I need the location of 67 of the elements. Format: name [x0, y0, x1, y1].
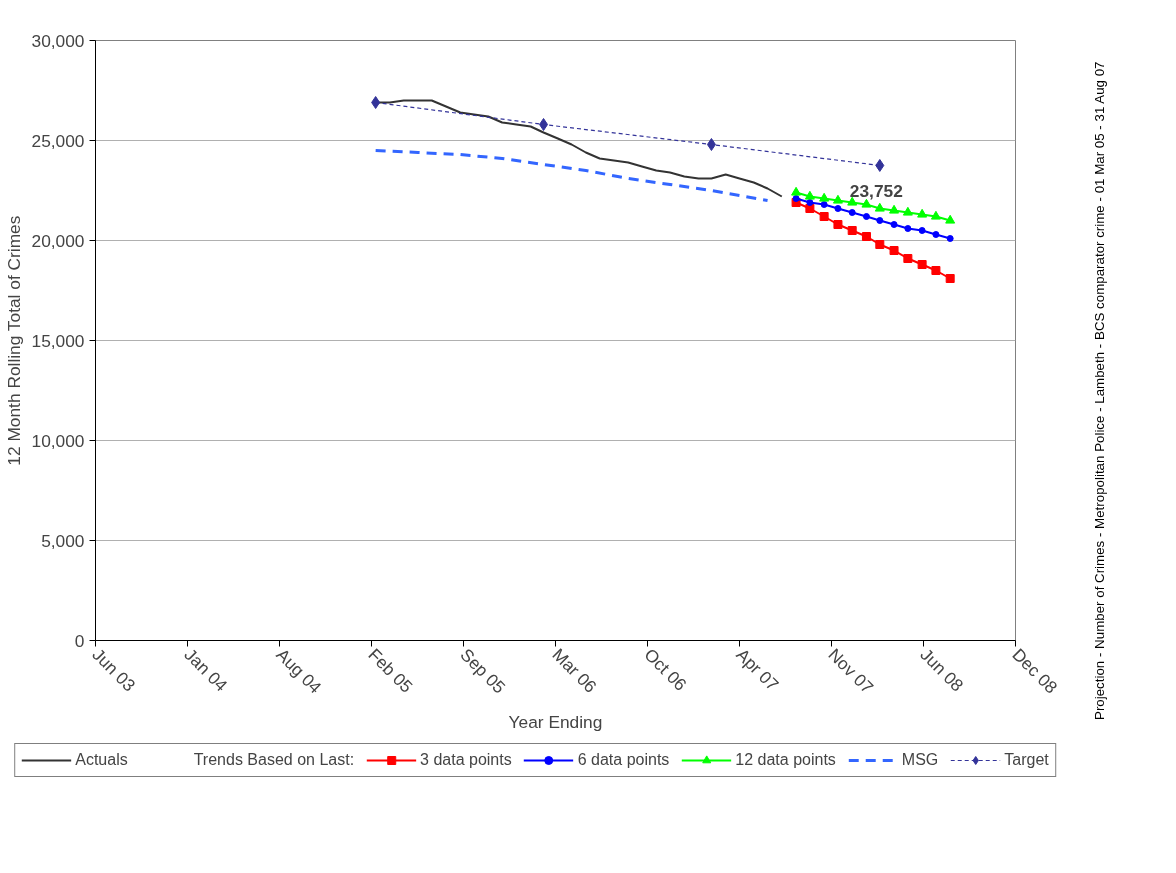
x-tick-label: Mar 06: [548, 644, 601, 697]
point: [875, 240, 885, 249]
point: [889, 246, 899, 255]
point: [820, 201, 828, 208]
point: [917, 208, 928, 218]
point: [875, 158, 885, 172]
legend-label: Target: [1004, 751, 1049, 769]
y-tick-label: 30,000: [31, 30, 85, 51]
point: [946, 235, 954, 242]
point: [945, 214, 956, 224]
annotation: 23,752: [849, 181, 903, 202]
x-tick-label: Jun 08: [916, 644, 968, 696]
point: [930, 210, 941, 220]
text: Projection - Number of Crimes - Metropolitan Police - Lambeth - BCS comparator crime - 01 Mar 05 - 31 Aug 07: [1091, 61, 1108, 720]
point: [805, 204, 815, 213]
x-tick-label: Apr 07: [732, 644, 783, 695]
y-tick-label: 5,000: [41, 530, 85, 551]
x-tick-label: Aug 04: [272, 644, 326, 698]
point: [539, 118, 549, 131]
y-tick-label: 20,000: [31, 230, 85, 251]
legend-label: Actuals: [75, 751, 128, 769]
x-tick-label: Feb 05: [364, 644, 417, 697]
point: [945, 274, 955, 283]
point: [832, 194, 843, 204]
point: [792, 195, 800, 202]
point: [806, 199, 814, 206]
y-tick-label: 25,000: [31, 130, 85, 151]
x-tick-label: Dec 08: [1008, 644, 1062, 698]
point: [833, 220, 843, 229]
point: [819, 212, 829, 221]
legend-label: 3 data points: [420, 751, 512, 769]
legend-label: 6 data points: [577, 751, 670, 769]
point: [804, 190, 815, 200]
point: [931, 266, 941, 275]
point: [904, 225, 912, 232]
point: [902, 206, 913, 216]
point: [918, 227, 926, 234]
point: [889, 204, 900, 214]
point: [848, 209, 856, 216]
x-tick-label: Sep 05: [456, 644, 510, 698]
point: [862, 213, 870, 220]
point: [847, 226, 857, 235]
point: [791, 186, 802, 196]
legend-label: 12 data points: [735, 751, 836, 769]
x-tick-label: Jan 04: [180, 644, 232, 696]
y-axis-title: 12 Month Rolling Total of Crimes: [3, 215, 24, 466]
point: [917, 260, 927, 269]
y-tick-label: 10,000: [31, 430, 85, 451]
legend-title: Trends Based on Last:: [193, 751, 355, 769]
point: [861, 232, 871, 241]
x-tick-label: Nov 07: [824, 644, 878, 698]
point: [874, 202, 885, 212]
line-series: [374, 149, 770, 202]
x-tick-label: Oct 06: [640, 644, 691, 695]
x-axis-title: Year Ending: [508, 712, 603, 733]
legend-label: MSG: [901, 751, 939, 769]
point: [932, 231, 940, 238]
y-tick-label: 0: [74, 630, 85, 651]
x-tick-label: Jun 03: [88, 644, 140, 696]
point: [706, 138, 716, 151]
point: [819, 192, 830, 202]
point: [876, 217, 884, 224]
point: [890, 221, 898, 228]
point: [834, 205, 842, 212]
y-tick-label: 15,000: [31, 330, 85, 351]
point: [371, 96, 381, 109]
point: [903, 254, 913, 263]
